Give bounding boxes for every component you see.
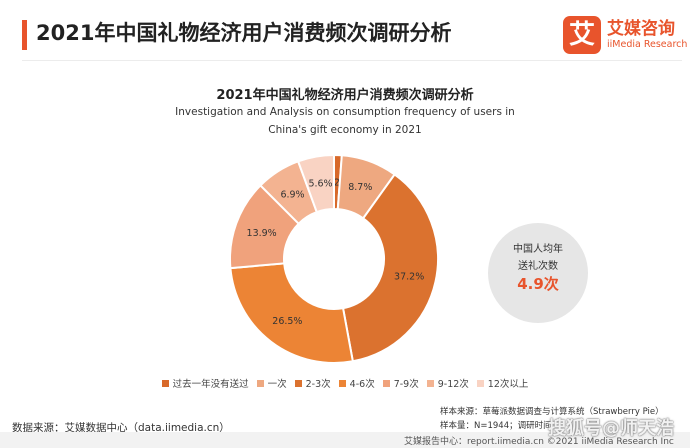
legend-label-1: 一次 bbox=[267, 379, 287, 390]
data-source: 数据来源：艾媒数据中心（data.iimedia.cn） bbox=[12, 422, 230, 434]
chart-subtitle-line-1: Investigation and Analysis on consumptio… bbox=[175, 106, 515, 118]
legend-label-6: 12次以上 bbox=[487, 379, 529, 390]
callout-value: 4.9次 bbox=[517, 275, 559, 293]
legend-item-1: 一次 bbox=[256, 376, 287, 390]
legend-item-2: 2-3次 bbox=[294, 376, 331, 390]
legend-item-0: 过去一年没有送过 bbox=[161, 376, 249, 390]
donut-slice-label-5: 6.9% bbox=[280, 190, 304, 201]
legend-swatch-4 bbox=[382, 380, 390, 387]
legend-item-6: 12次以上 bbox=[476, 376, 529, 390]
donut-slice-label-3: 26.5% bbox=[272, 316, 302, 327]
callout-label-line-1: 中国人均年 bbox=[513, 244, 563, 255]
legend-label-0: 过去一年没有送过 bbox=[172, 379, 249, 390]
footer-bar bbox=[0, 432, 690, 448]
legend-swatch-6 bbox=[476, 380, 484, 387]
logo-name-cn: 艾媒咨询 bbox=[607, 19, 675, 39]
sample-source-note: 样本来源：草莓派数据调查与计算系统（Strawberry Pie） bbox=[440, 407, 664, 417]
donut-slice-6 bbox=[296, 153, 335, 214]
watermark: 搜狐号@师天浩 bbox=[548, 418, 674, 439]
legend-swatch-3 bbox=[338, 380, 346, 387]
legend-item-5: 9-12次 bbox=[426, 376, 469, 390]
callout-label-line-2: 送礼次数 bbox=[518, 261, 558, 272]
legend-swatch-2 bbox=[294, 380, 302, 387]
legend-item-4: 7-9次 bbox=[382, 376, 419, 390]
chart-title: 2021年中国礼物经济用户消费频次调研分析 bbox=[216, 88, 474, 103]
page-title: 2021年中国礼物经济用户消费频次调研分析 bbox=[36, 21, 452, 45]
legend-swatch-1 bbox=[256, 380, 264, 387]
donut-slice-3 bbox=[229, 262, 355, 364]
legend-label-3: 4-6次 bbox=[349, 379, 375, 390]
legend-swatch-5 bbox=[426, 380, 434, 387]
legend-swatch-0 bbox=[161, 380, 169, 387]
header-accent-bar bbox=[22, 20, 27, 50]
legend-label-2: 2-3次 bbox=[305, 379, 331, 390]
header-divider bbox=[22, 60, 682, 61]
donut-slice-2 bbox=[341, 173, 439, 363]
legend-label-5: 9-12次 bbox=[437, 379, 469, 390]
logo-name-en: iiMedia Research bbox=[607, 39, 688, 50]
chart-subtitle-line-2: China's gift economy in 2021 bbox=[268, 124, 422, 136]
donut-slice-label-1: 8.7% bbox=[348, 182, 372, 193]
legend-item-3: 4-6次 bbox=[338, 376, 375, 390]
footer-text: 艾媒报告中心：report.iimedia.cn ©2021 iiMedia R… bbox=[404, 437, 674, 447]
chart-legend: 过去一年没有送过 一次 2-3次 4-6次 7-9次 9-12次 12次以上 bbox=[0, 376, 690, 390]
donut-slice-label-0: 1.2% bbox=[325, 178, 349, 189]
average-gifts-callout: 中国人均年 送礼次数 4.9次 bbox=[488, 223, 588, 323]
donut-slice-label-6: 5.6% bbox=[308, 179, 332, 190]
donut-slice-label-2: 37.2% bbox=[394, 271, 424, 282]
sample-size-note: 样本量：N=1944；调研时间： bbox=[440, 421, 561, 431]
legend-label-4: 7-9次 bbox=[393, 379, 419, 390]
donut-slice-label-4: 13.9% bbox=[247, 228, 277, 239]
logo-mark-icon: 艾 bbox=[563, 16, 601, 54]
brand-logo: 艾 艾媒咨询 iiMedia Research bbox=[563, 14, 687, 56]
